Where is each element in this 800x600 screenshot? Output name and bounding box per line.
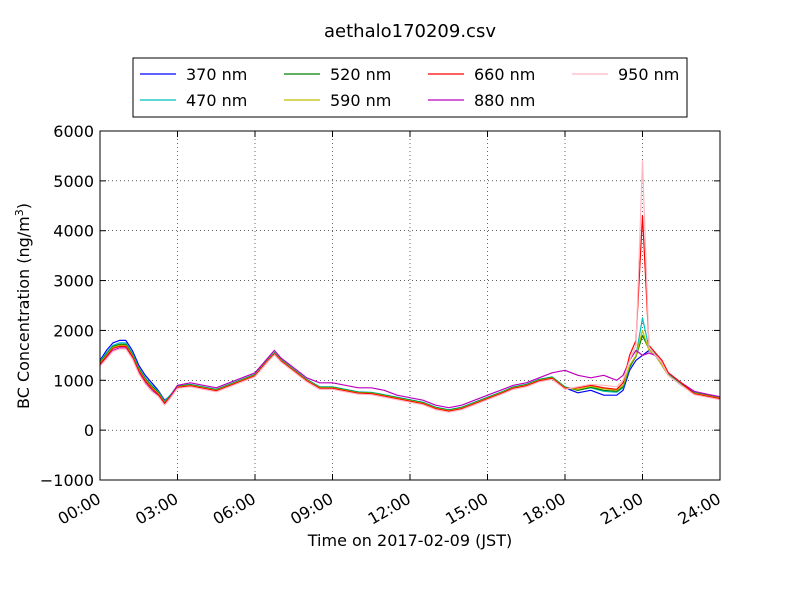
legend: 370 nm 470 nm 520 nm 590 nm 660 nm 880 nm 950 … — [132, 57, 688, 118]
legend-frame — [132, 57, 688, 118]
x-tick-label: 21:00 — [597, 489, 646, 529]
legend-label: 520 nm — [330, 65, 391, 84]
legend-label: 950 nm — [618, 65, 679, 84]
x-axis-label: Time on 2017-02-09 (JST) — [307, 531, 512, 550]
y-tick-label: 0 — [84, 421, 94, 440]
y-tick-label: 6000 — [53, 122, 94, 141]
y-tick-label: 1000 — [53, 371, 94, 390]
series-group — [99, 160, 721, 413]
legend-label: 470 nm — [186, 91, 247, 110]
x-tick-label: 15:00 — [442, 489, 491, 529]
series-line-950-nm — [99, 160, 721, 413]
legend-label: 660 nm — [474, 65, 535, 84]
y-axis-ticks: −1000 0 1000 2000 3000 4000 5000 6000 — [40, 122, 720, 490]
x-tick-label: 24:00 — [675, 489, 724, 529]
y-tick-label: −1000 — [40, 471, 94, 490]
x-tick-label: 00:00 — [55, 489, 104, 529]
legend-label: 370 nm — [186, 65, 247, 84]
x-tick-label: 09:00 — [287, 489, 336, 529]
x-tick-label: 12:00 — [365, 489, 414, 529]
y-tick-label: 4000 — [53, 222, 94, 241]
legend-label: 590 nm — [330, 91, 391, 110]
chart-title: aethalo170209.csv — [324, 21, 496, 42]
y-tick-label: 2000 — [53, 321, 94, 340]
y-tick-label: 5000 — [53, 172, 94, 191]
x-tick-label: 06:00 — [210, 489, 259, 529]
y-axis-label: BC Concentration (ng/m3) — [13, 203, 33, 409]
series-line-660-nm — [99, 215, 721, 412]
x-tick-label: 18:00 — [520, 489, 569, 529]
legend-label: 880 nm — [474, 91, 535, 110]
plot-area — [100, 131, 720, 480]
y-tick-label: 3000 — [53, 272, 94, 291]
x-tick-label: 03:00 — [132, 489, 181, 529]
